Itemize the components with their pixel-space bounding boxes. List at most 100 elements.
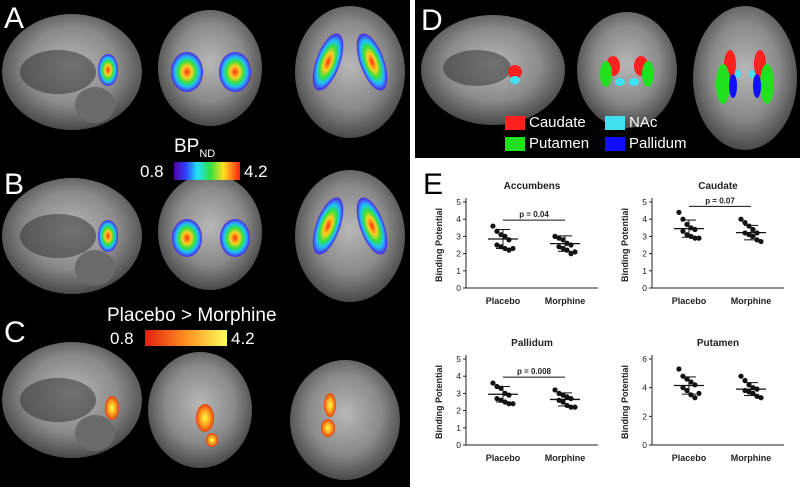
caudate-chart: Caudate 0 1 2 3 4 5 Binding Potential Placebo Mor… bbox=[620, 181, 784, 306]
legend-putamen: Putamen bbox=[529, 135, 590, 152]
y-axis-title: Binding Potential bbox=[620, 208, 630, 282]
x-category-label: Placebo bbox=[672, 453, 707, 463]
y-tick-label: 6 bbox=[642, 354, 647, 364]
data-point bbox=[564, 394, 570, 400]
data-point bbox=[688, 392, 694, 398]
data-point bbox=[490, 380, 496, 386]
accumbens-chart: Accumbens 0 1 2 3 4 5 Binding Potential Placebo M… bbox=[434, 181, 598, 306]
data-point bbox=[746, 382, 752, 388]
y-tick-label: 3 bbox=[456, 388, 461, 398]
data-point bbox=[692, 382, 698, 388]
bp-colorbar-min: 0.8 bbox=[140, 162, 164, 181]
coronal-brain-b bbox=[158, 174, 262, 290]
data-point bbox=[688, 379, 694, 385]
data-point bbox=[556, 235, 562, 241]
y-tick-label: 2 bbox=[642, 411, 647, 421]
diff-colorbar bbox=[145, 330, 227, 346]
data-point bbox=[502, 233, 508, 239]
data-point bbox=[684, 376, 690, 382]
data-point bbox=[684, 387, 690, 394]
data-point bbox=[494, 242, 500, 248]
y-axis-title: Binding Potential bbox=[434, 365, 444, 439]
data-point bbox=[510, 245, 516, 252]
y-axis-title: Binding Potential bbox=[434, 208, 444, 282]
coronal-brain-a bbox=[158, 10, 262, 126]
data-point bbox=[742, 377, 748, 384]
y-tick-label: 4 bbox=[642, 214, 647, 224]
data-point bbox=[696, 235, 702, 241]
y-tick-label: 2 bbox=[456, 406, 461, 416]
data-point bbox=[692, 395, 698, 401]
data-point bbox=[568, 251, 574, 257]
y-tick-label: 2 bbox=[456, 249, 461, 259]
legend-pallidum: Pallidum bbox=[629, 135, 687, 152]
data-point bbox=[552, 233, 558, 239]
diff-colorbar-min: 0.8 bbox=[110, 329, 134, 348]
bp-colorbar-title: BPND bbox=[174, 136, 216, 160]
data-point bbox=[680, 373, 686, 379]
data-point bbox=[568, 395, 574, 402]
data-point bbox=[560, 245, 566, 252]
legend-swatch-pallidum bbox=[605, 137, 625, 151]
data-point bbox=[758, 395, 764, 401]
data-point bbox=[746, 389, 752, 395]
panel-label-c: C bbox=[4, 316, 26, 349]
chart-title: Accumbens bbox=[504, 181, 561, 192]
y-tick-label: 0 bbox=[642, 440, 647, 450]
y-tick-label: 3 bbox=[456, 231, 461, 241]
data-point bbox=[696, 390, 702, 396]
y-tick-label: 1 bbox=[642, 266, 647, 276]
y-tick-label: 4 bbox=[456, 371, 461, 381]
legend-swatch-putamen bbox=[505, 137, 525, 151]
data-point bbox=[680, 385, 686, 391]
data-point bbox=[742, 220, 748, 226]
data-point bbox=[494, 395, 500, 402]
legend-swatch-caudate bbox=[505, 116, 525, 130]
data-point bbox=[498, 232, 504, 238]
chart-title: Pallidum bbox=[511, 338, 553, 349]
panel-label-e: E bbox=[423, 168, 444, 201]
data-point bbox=[560, 237, 566, 243]
y-tick-label: 0 bbox=[642, 283, 647, 293]
pallidum-chart: Pallidum 0 1 2 3 4 5 Binding Potential Placebo Mo… bbox=[434, 338, 598, 463]
data-point bbox=[506, 237, 512, 243]
data-point bbox=[560, 392, 566, 398]
chart-title: Caudate bbox=[698, 181, 738, 192]
axial-brain-c bbox=[290, 360, 400, 480]
data-point bbox=[564, 402, 570, 409]
data-point bbox=[754, 393, 760, 399]
y-tick-label: 1 bbox=[456, 423, 461, 433]
x-category-label: Placebo bbox=[672, 296, 707, 306]
data-point bbox=[676, 366, 682, 372]
diff-colorbar-title: Placebo > Morphine bbox=[107, 305, 277, 326]
y-tick-label: 1 bbox=[456, 266, 461, 276]
x-category-label: Placebo bbox=[486, 453, 521, 463]
x-category-label: Morphine bbox=[545, 296, 586, 306]
y-tick-label: 3 bbox=[642, 231, 647, 241]
roi-brain-images bbox=[421, 6, 797, 150]
data-point bbox=[758, 238, 764, 245]
p-value-label: p = 0.07 bbox=[705, 196, 735, 205]
y-tick-label: 5 bbox=[642, 197, 647, 207]
data-point bbox=[556, 244, 562, 250]
data-point bbox=[680, 228, 686, 234]
axial-brain-a bbox=[295, 6, 405, 138]
roi-atlas-panel: D Caudate NAc Putamen Pallidum bbox=[415, 0, 800, 158]
x-category-label: Morphine bbox=[545, 453, 586, 463]
data-point bbox=[556, 390, 562, 396]
data-point bbox=[510, 401, 516, 407]
pet-signal-a-sagittal bbox=[98, 54, 118, 86]
data-point bbox=[684, 221, 690, 227]
y-tick-label: 2 bbox=[642, 249, 647, 259]
data-point bbox=[750, 226, 756, 233]
row-c-images bbox=[2, 342, 400, 480]
brain-images bbox=[2, 6, 405, 480]
legend-caudate: Caudate bbox=[529, 114, 586, 131]
panel-label-b: B bbox=[4, 168, 25, 201]
legend-nac: NAc bbox=[629, 114, 658, 131]
data-point bbox=[746, 232, 752, 238]
data-point bbox=[490, 223, 496, 229]
data-point bbox=[560, 399, 566, 405]
x-category-label: Placebo bbox=[486, 296, 521, 306]
data-point bbox=[506, 392, 512, 398]
